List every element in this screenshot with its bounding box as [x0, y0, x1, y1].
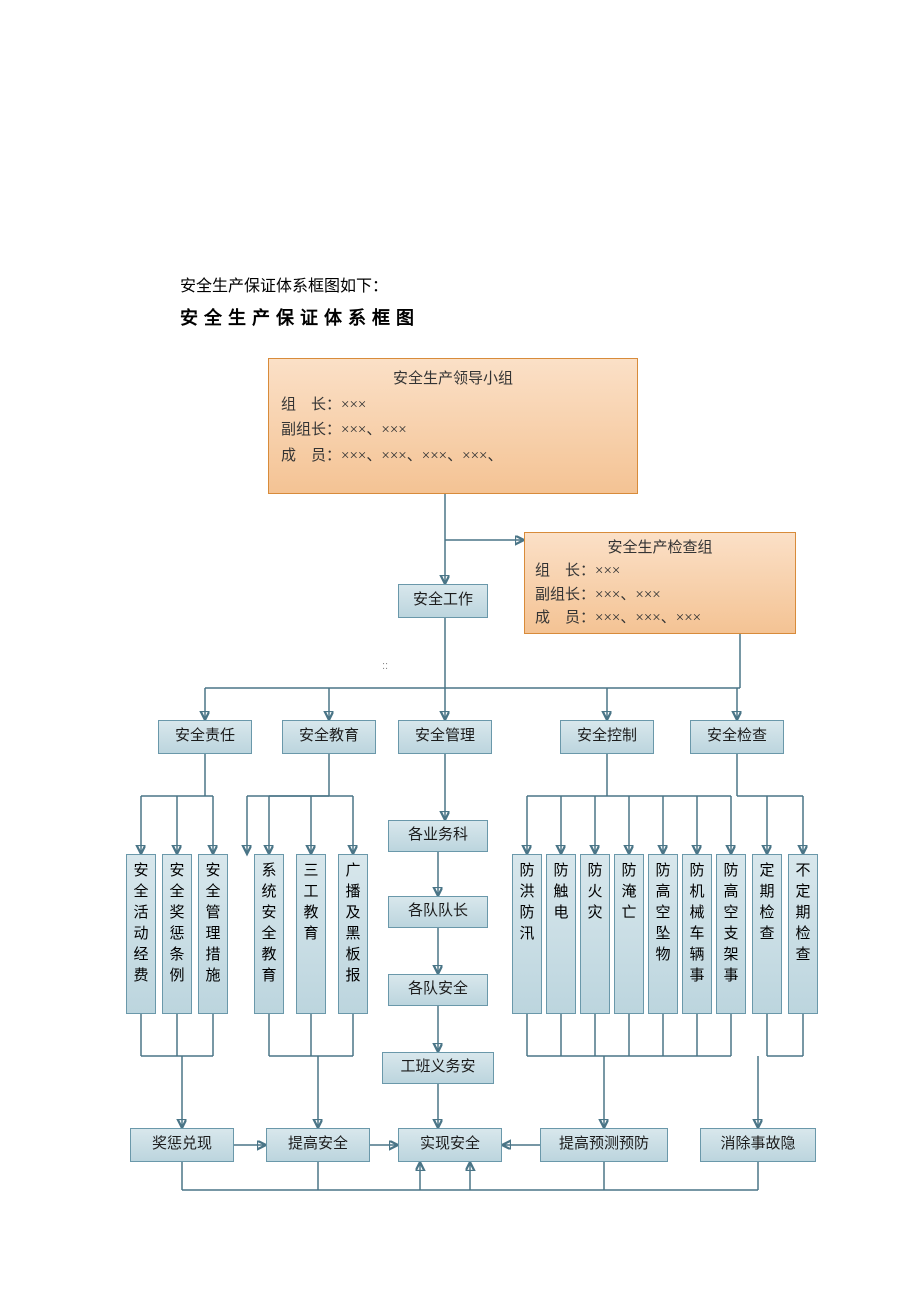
- out-realize-box: 实现安全: [398, 1128, 502, 1162]
- leaf-box: 防高空坠物: [648, 854, 678, 1014]
- connector-lines: [0, 0, 920, 1302]
- leaf-box: 三工教育: [296, 854, 326, 1014]
- leaf-box: 防淹亡: [614, 854, 644, 1014]
- cat-edu-box: 安全教育: [282, 720, 376, 754]
- leaf-box: 系统安全教育: [254, 854, 284, 1014]
- team-safe-box: 各队安全: [388, 974, 488, 1006]
- inspect-group-line: 成 员：×××、×××、×××: [535, 607, 785, 630]
- leaf-box: 防高空支架事: [716, 854, 746, 1014]
- cat-resp-box: 安全责任: [158, 720, 252, 754]
- leaf-box: 定期检查: [752, 854, 782, 1014]
- leaf-box: 不定期检查: [788, 854, 818, 1014]
- page: { "intro_text": "安全生产保证体系框图如下：", "title_…: [0, 0, 920, 1302]
- leaf-box: 安全奖惩条例: [162, 854, 192, 1014]
- cat-ctrl-box: 安全控制: [560, 720, 654, 754]
- leader-group-box: 安全生产领导小组 组 长：××× 副组长：×××、××× 成 员：×××、×××…: [268, 358, 638, 494]
- inspect-group-box: 安全生产检查组 组 长：××× 副组长：×××、××× 成 员：×××、×××、…: [524, 532, 796, 634]
- out-predict-box: 提高预测预防: [540, 1128, 668, 1162]
- out-reward-box: 奖惩兑现: [130, 1128, 234, 1162]
- leaf-box: 防触电: [546, 854, 576, 1014]
- out-improve-box: 提高安全: [266, 1128, 370, 1162]
- leaf-box: 广播及黑板报: [338, 854, 368, 1014]
- leader-group-line: 副组长：×××、×××: [281, 418, 625, 444]
- inspect-group-line: 副组长：×××、×××: [535, 584, 785, 607]
- duty-safe-box: 工班义务安: [382, 1052, 494, 1084]
- leaf-box: 防机械车辆事: [682, 854, 712, 1014]
- cat-check-box: 安全检查: [690, 720, 784, 754]
- diagram-title: 安全生产保证体系框图: [180, 304, 420, 330]
- intro-text: 安全生产保证体系框图如下：: [180, 272, 388, 296]
- cat-mgmt-box: 安全管理: [398, 720, 492, 754]
- inspect-group-heading: 安全生产检查组: [535, 537, 785, 560]
- leaf-box: 安全管理措施: [198, 854, 228, 1014]
- leaf-box: 安全活动经费: [126, 854, 156, 1014]
- leader-group-line: 成 员：×××、×××、×××、×××、: [281, 444, 625, 470]
- biz-dept-box: 各业务科: [388, 820, 488, 852]
- leaf-box: 防火灾: [580, 854, 610, 1014]
- leader-group-line: 组 长：×××: [281, 393, 625, 419]
- double-colon-marker: ::: [382, 660, 388, 672]
- out-elim-box: 消除事故隐: [700, 1128, 816, 1162]
- safety-work-box: 安全工作: [398, 584, 488, 618]
- leader-group-heading: 安全生产领导小组: [281, 367, 625, 393]
- team-lead-box: 各队队长: [388, 896, 488, 928]
- leaf-box: 防洪防汛: [512, 854, 542, 1014]
- inspect-group-line: 组 长：×××: [535, 560, 785, 583]
